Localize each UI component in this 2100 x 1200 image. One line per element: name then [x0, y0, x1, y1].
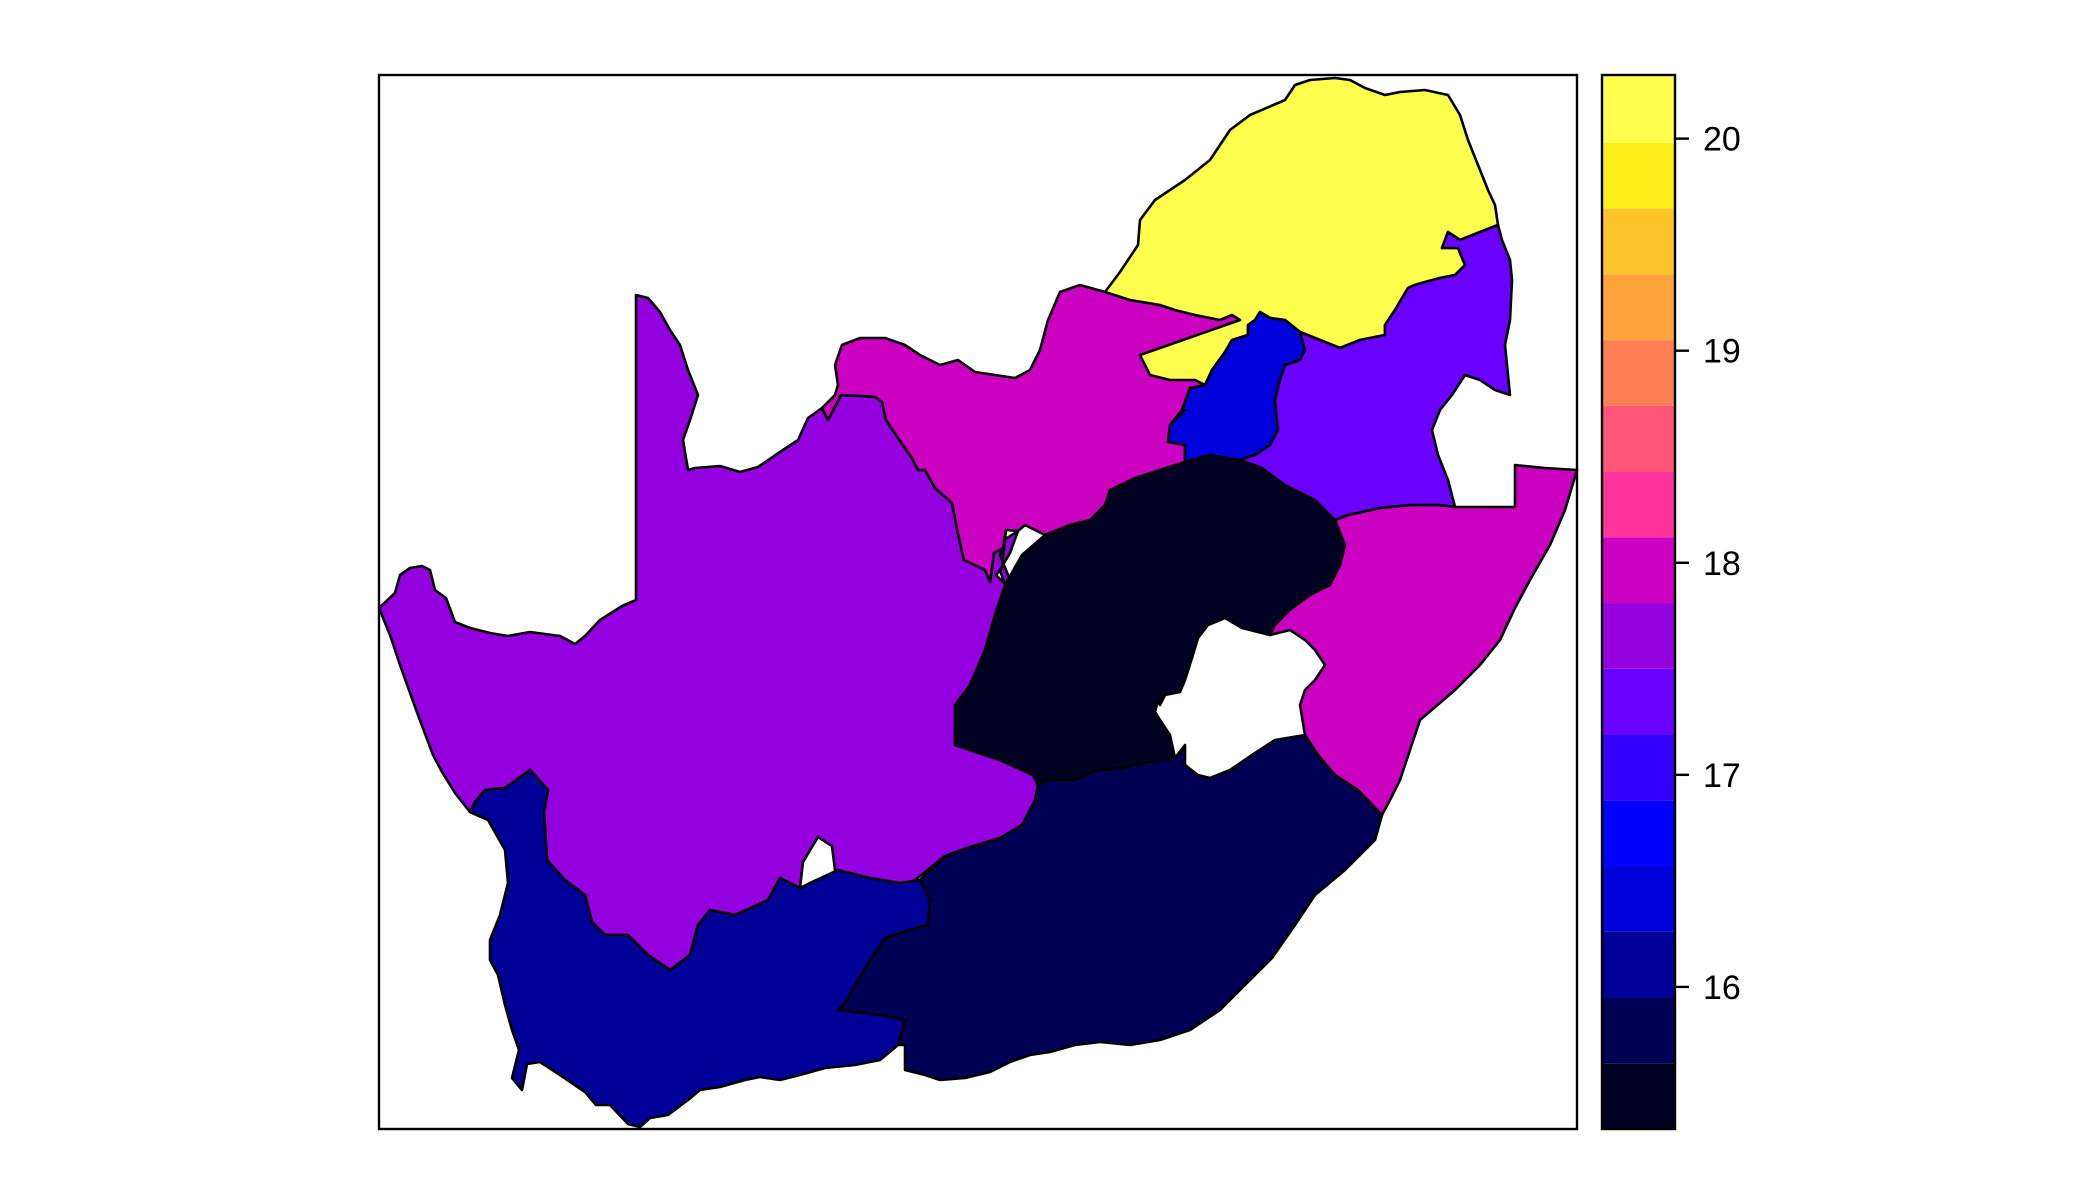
legend-ticks: 16 17 18 19 20: [1675, 121, 1741, 1007]
region-kwazulu-natal[interactable]: [1268, 463, 1579, 817]
legend-band: [1602, 603, 1675, 669]
legend-band: [1602, 142, 1675, 209]
legend-band: [1602, 274, 1675, 341]
legend-frame: [1600, 73, 1677, 1131]
legend-band: [1602, 734, 1675, 801]
legend-tick-label: 20: [1703, 121, 1741, 159]
legend-band: [1602, 208, 1675, 275]
map-frame: [377, 73, 1579, 1131]
legend-band: [1602, 405, 1675, 472]
legend-band: [1602, 800, 1675, 867]
legend-color-bands: [1602, 75, 1675, 1129]
legend-band: [1602, 471, 1675, 538]
legend-band: [1602, 537, 1675, 604]
legend-band: [1602, 866, 1675, 932]
legend-tick-label: 16: [1703, 969, 1741, 1007]
legend-band: [1602, 997, 1675, 1064]
province-regions: [377, 76, 1579, 1129]
legend-band: [1602, 1063, 1675, 1129]
legend-band: [1602, 340, 1675, 406]
color-legend: 16 17 18 19 20: [1600, 73, 1741, 1131]
legend-tick-label: 19: [1703, 333, 1741, 371]
legend-band: [1602, 668, 1675, 735]
region-mpumalanga[interactable]: [1238, 223, 1514, 522]
legend-band: [1602, 931, 1675, 998]
legend-tick-label: 17: [1703, 757, 1741, 795]
legend-band: [1602, 75, 1675, 143]
legend-tick-label: 18: [1703, 545, 1741, 583]
